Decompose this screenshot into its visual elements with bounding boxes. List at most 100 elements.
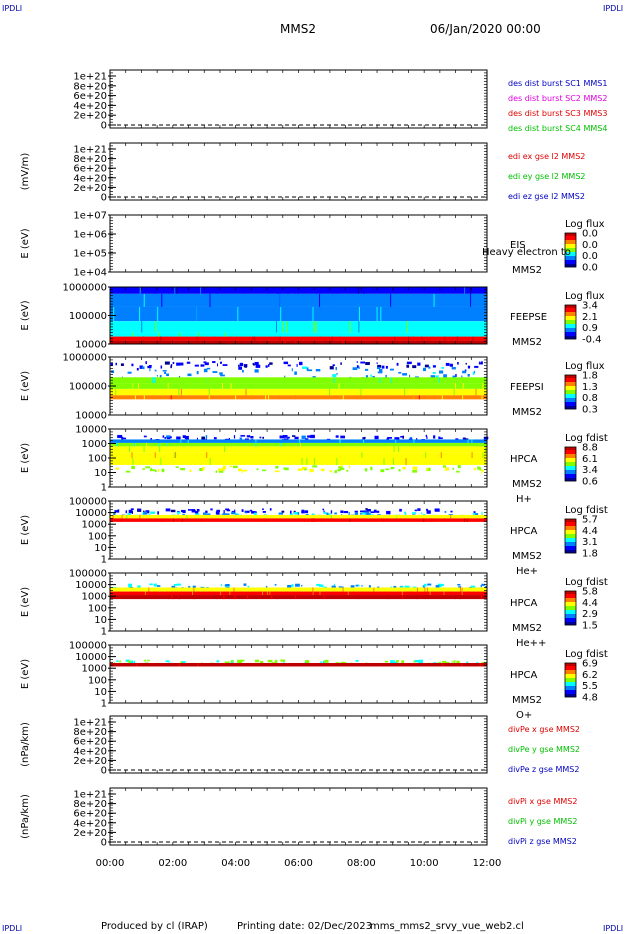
y-tick-label: 1e+07 xyxy=(73,211,107,222)
spectrogram-speck xyxy=(461,375,463,379)
footer-script-name: mms_mms2_srvy_vue_web2.cl xyxy=(370,921,524,932)
colorbar-step xyxy=(565,465,576,467)
spectrogram-streak xyxy=(320,514,322,519)
spectrogram-streak xyxy=(157,332,159,337)
spectrogram-streak xyxy=(292,332,294,337)
colorbar-step xyxy=(565,455,576,457)
legend-entry: edi ez gse l2 MMS2 xyxy=(508,192,585,201)
spectrogram-streak xyxy=(191,293,193,307)
colorbar-step xyxy=(565,679,576,681)
spectrogram-speck xyxy=(125,470,131,473)
spectrogram-streak xyxy=(202,383,204,389)
spectrogram-speck xyxy=(212,361,216,364)
spectrogram-streak xyxy=(196,306,198,322)
spectrogram-speck xyxy=(110,362,113,366)
spectrogram-streak xyxy=(266,591,268,596)
spectrogram-speck xyxy=(465,362,467,365)
spectrogram-streak xyxy=(266,395,268,400)
colorbar-step xyxy=(565,552,576,554)
colorbar-step xyxy=(565,390,576,392)
spectrogram-streak xyxy=(246,595,248,600)
spectrogram-streak xyxy=(379,383,381,389)
y-axis-label: (mV/m) xyxy=(20,153,31,191)
spectrogram-speck xyxy=(474,365,479,368)
spectrogram-streak xyxy=(269,591,271,596)
colorbar-step xyxy=(565,388,576,390)
spectrogram-streak xyxy=(414,442,416,447)
spectrogram-streak xyxy=(160,336,162,341)
spectrogram-speck xyxy=(437,583,442,588)
spectrogram-speck xyxy=(175,466,179,468)
y-tick-label: 10 xyxy=(94,468,107,479)
x-tick-label: 12:00 xyxy=(473,858,502,869)
y-tick-label: 0 xyxy=(101,838,107,849)
spectrogram-streak xyxy=(192,595,194,600)
spectrogram-speck xyxy=(380,469,385,473)
spectrogram-speck xyxy=(338,466,343,469)
spectrogram-speck xyxy=(171,585,176,589)
spectrogram-speck xyxy=(205,435,208,439)
spectrogram-speck xyxy=(115,362,118,366)
spectrogram-streak xyxy=(254,336,256,341)
spectrogram-speck xyxy=(182,435,186,439)
spectrogram-speck xyxy=(240,435,246,437)
spectrogram-streak xyxy=(355,321,357,333)
spectrogram-speck xyxy=(390,466,393,470)
colorbar-tick-label: -0.4 xyxy=(582,335,602,346)
colorbar-step xyxy=(565,337,576,339)
colorbar-tick-label: 5.8 xyxy=(582,587,598,598)
colorbar-step xyxy=(565,322,576,324)
y-tick-label: 6e+20 xyxy=(73,91,107,102)
spectrogram-speck xyxy=(331,585,336,589)
spectrogram-speck xyxy=(269,508,272,511)
spectrogram-speck xyxy=(195,511,199,514)
y-tick-label: 4e+20 xyxy=(73,818,107,829)
colorbar-step xyxy=(565,378,576,380)
spectrogram-streak xyxy=(472,340,474,344)
spectrogram-speck xyxy=(421,512,423,515)
panel-frame xyxy=(109,644,488,704)
spectrogram-streak xyxy=(295,395,297,400)
spectrogram-streak xyxy=(282,321,284,333)
spectrogram-speck xyxy=(180,467,186,471)
spectrogram-speck xyxy=(149,583,153,586)
spectrogram-streak xyxy=(148,587,150,592)
spectrogram-streak xyxy=(233,587,235,592)
spectrogram-speck xyxy=(319,584,324,587)
colorbar-step xyxy=(565,377,576,379)
spectrogram-streak xyxy=(262,306,264,322)
spectrogram-streak xyxy=(294,287,296,294)
spectrogram-streak xyxy=(154,377,156,384)
spectrogram-streak xyxy=(380,458,382,465)
spectrogram-streak xyxy=(230,383,232,389)
spectrogram-streak xyxy=(383,458,385,465)
instrument-label: HPCA xyxy=(510,526,538,537)
spectrogram-speck xyxy=(274,470,280,473)
spectrogram-speck xyxy=(366,508,371,512)
spectrogram-speck xyxy=(199,467,203,472)
spectrogram-streak xyxy=(467,439,469,443)
spectrogram-streak xyxy=(440,452,442,458)
spectrogram-streak xyxy=(178,388,180,396)
colorbar-frame xyxy=(564,590,577,626)
spectrogram-speck xyxy=(297,512,300,516)
spectrogram-streak xyxy=(330,293,332,307)
spectrogram-streak xyxy=(163,518,165,522)
spectrogram-speck xyxy=(355,584,360,587)
spectrogram-streak xyxy=(342,377,344,384)
spectrogram-streak xyxy=(257,439,259,443)
colorbar-step xyxy=(565,262,576,264)
spectrogram-streak xyxy=(250,514,252,519)
spectrogram-streak xyxy=(222,383,224,389)
spectrogram-speck xyxy=(412,512,417,514)
spectrogram-streak xyxy=(214,336,216,341)
spectrogram-speck xyxy=(356,361,358,364)
colorbar-step xyxy=(565,530,576,532)
colorbar-step xyxy=(565,454,576,456)
spectrogram-speck xyxy=(128,583,132,587)
spectrogram-streak xyxy=(444,340,446,344)
spectrogram-streak xyxy=(424,587,426,592)
spectrogram-streak xyxy=(271,595,273,600)
spectrogram-speck xyxy=(281,510,285,513)
colorbar-step xyxy=(565,375,576,377)
